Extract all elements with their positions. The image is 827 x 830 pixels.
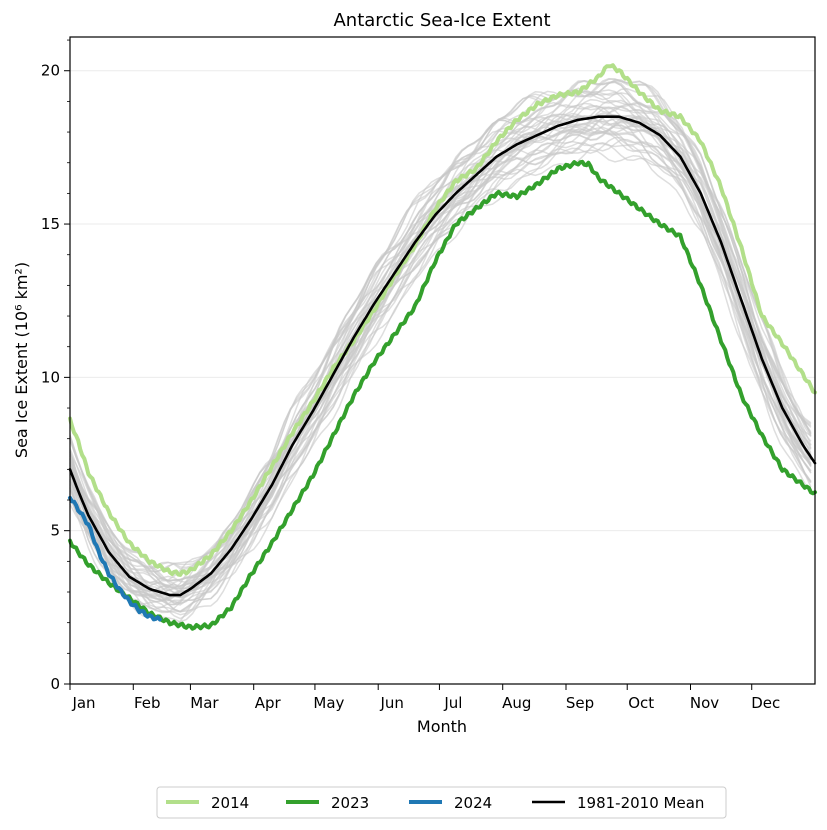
historical-year-line (69, 136, 812, 610)
x-axis-title: Month (417, 717, 467, 736)
legend-label: 2023 (331, 794, 369, 812)
legend-label: 2014 (211, 794, 249, 812)
x-tick-label: Sep (566, 694, 594, 712)
series-line-2014 (68, 63, 817, 577)
x-tick-label: Jul (443, 694, 462, 712)
x-tick-label: Apr (255, 694, 282, 712)
y-axis: 0 5 10 15 20 (41, 39, 70, 693)
plot-frame (69, 36, 816, 685)
legend-label: 1981-2010 Mean (577, 794, 704, 812)
y-tick-label: 5 (50, 522, 60, 540)
historical-years-lines (69, 77, 812, 625)
legend: 2014 2023 2024 1981-2010 Mean (156, 786, 727, 819)
historical-year-line (69, 112, 812, 605)
historical-year-line (69, 88, 812, 581)
x-tick-label: Jan (71, 694, 95, 712)
series-lines (68, 63, 817, 631)
y-tick-label: 20 (41, 62, 60, 80)
y-tick-label: 0 (50, 675, 60, 693)
x-tick-label: Nov (690, 694, 719, 712)
x-tick-label: Aug (502, 694, 531, 712)
x-tick-label: Oct (628, 694, 654, 712)
historical-year-line (69, 125, 812, 613)
x-tick-label: Mar (190, 694, 219, 712)
x-tick-label: May (313, 694, 344, 712)
y-tick-label: 15 (41, 215, 60, 233)
historical-year-line (69, 79, 812, 582)
series-line-1981-2010-mean (68, 115, 817, 597)
chart-title: Antarctic Sea-Ice Extent (333, 10, 550, 31)
x-tick-label: Feb (134, 694, 161, 712)
historical-year-line (69, 77, 812, 570)
x-axis: Jan Feb Mar Apr May Jun Jul Aug Sep Oct Nov Dec (69, 684, 780, 712)
x-tick-label: Dec (751, 694, 780, 712)
legend-items: 2014 2023 2024 1981-2010 Mean (166, 794, 704, 812)
series-line-2023 (68, 159, 817, 631)
y-axis-title: Sea Ice Extent (10⁶ km²) (12, 262, 31, 458)
y-tick-label: 10 (41, 368, 60, 386)
historical-year-line (69, 142, 812, 620)
series-line-2024 (68, 495, 162, 622)
legend-label: 2024 (454, 794, 492, 812)
historical-year-line (69, 128, 812, 613)
historical-year-line (69, 112, 812, 599)
x-tick-label: Jun (379, 694, 403, 712)
